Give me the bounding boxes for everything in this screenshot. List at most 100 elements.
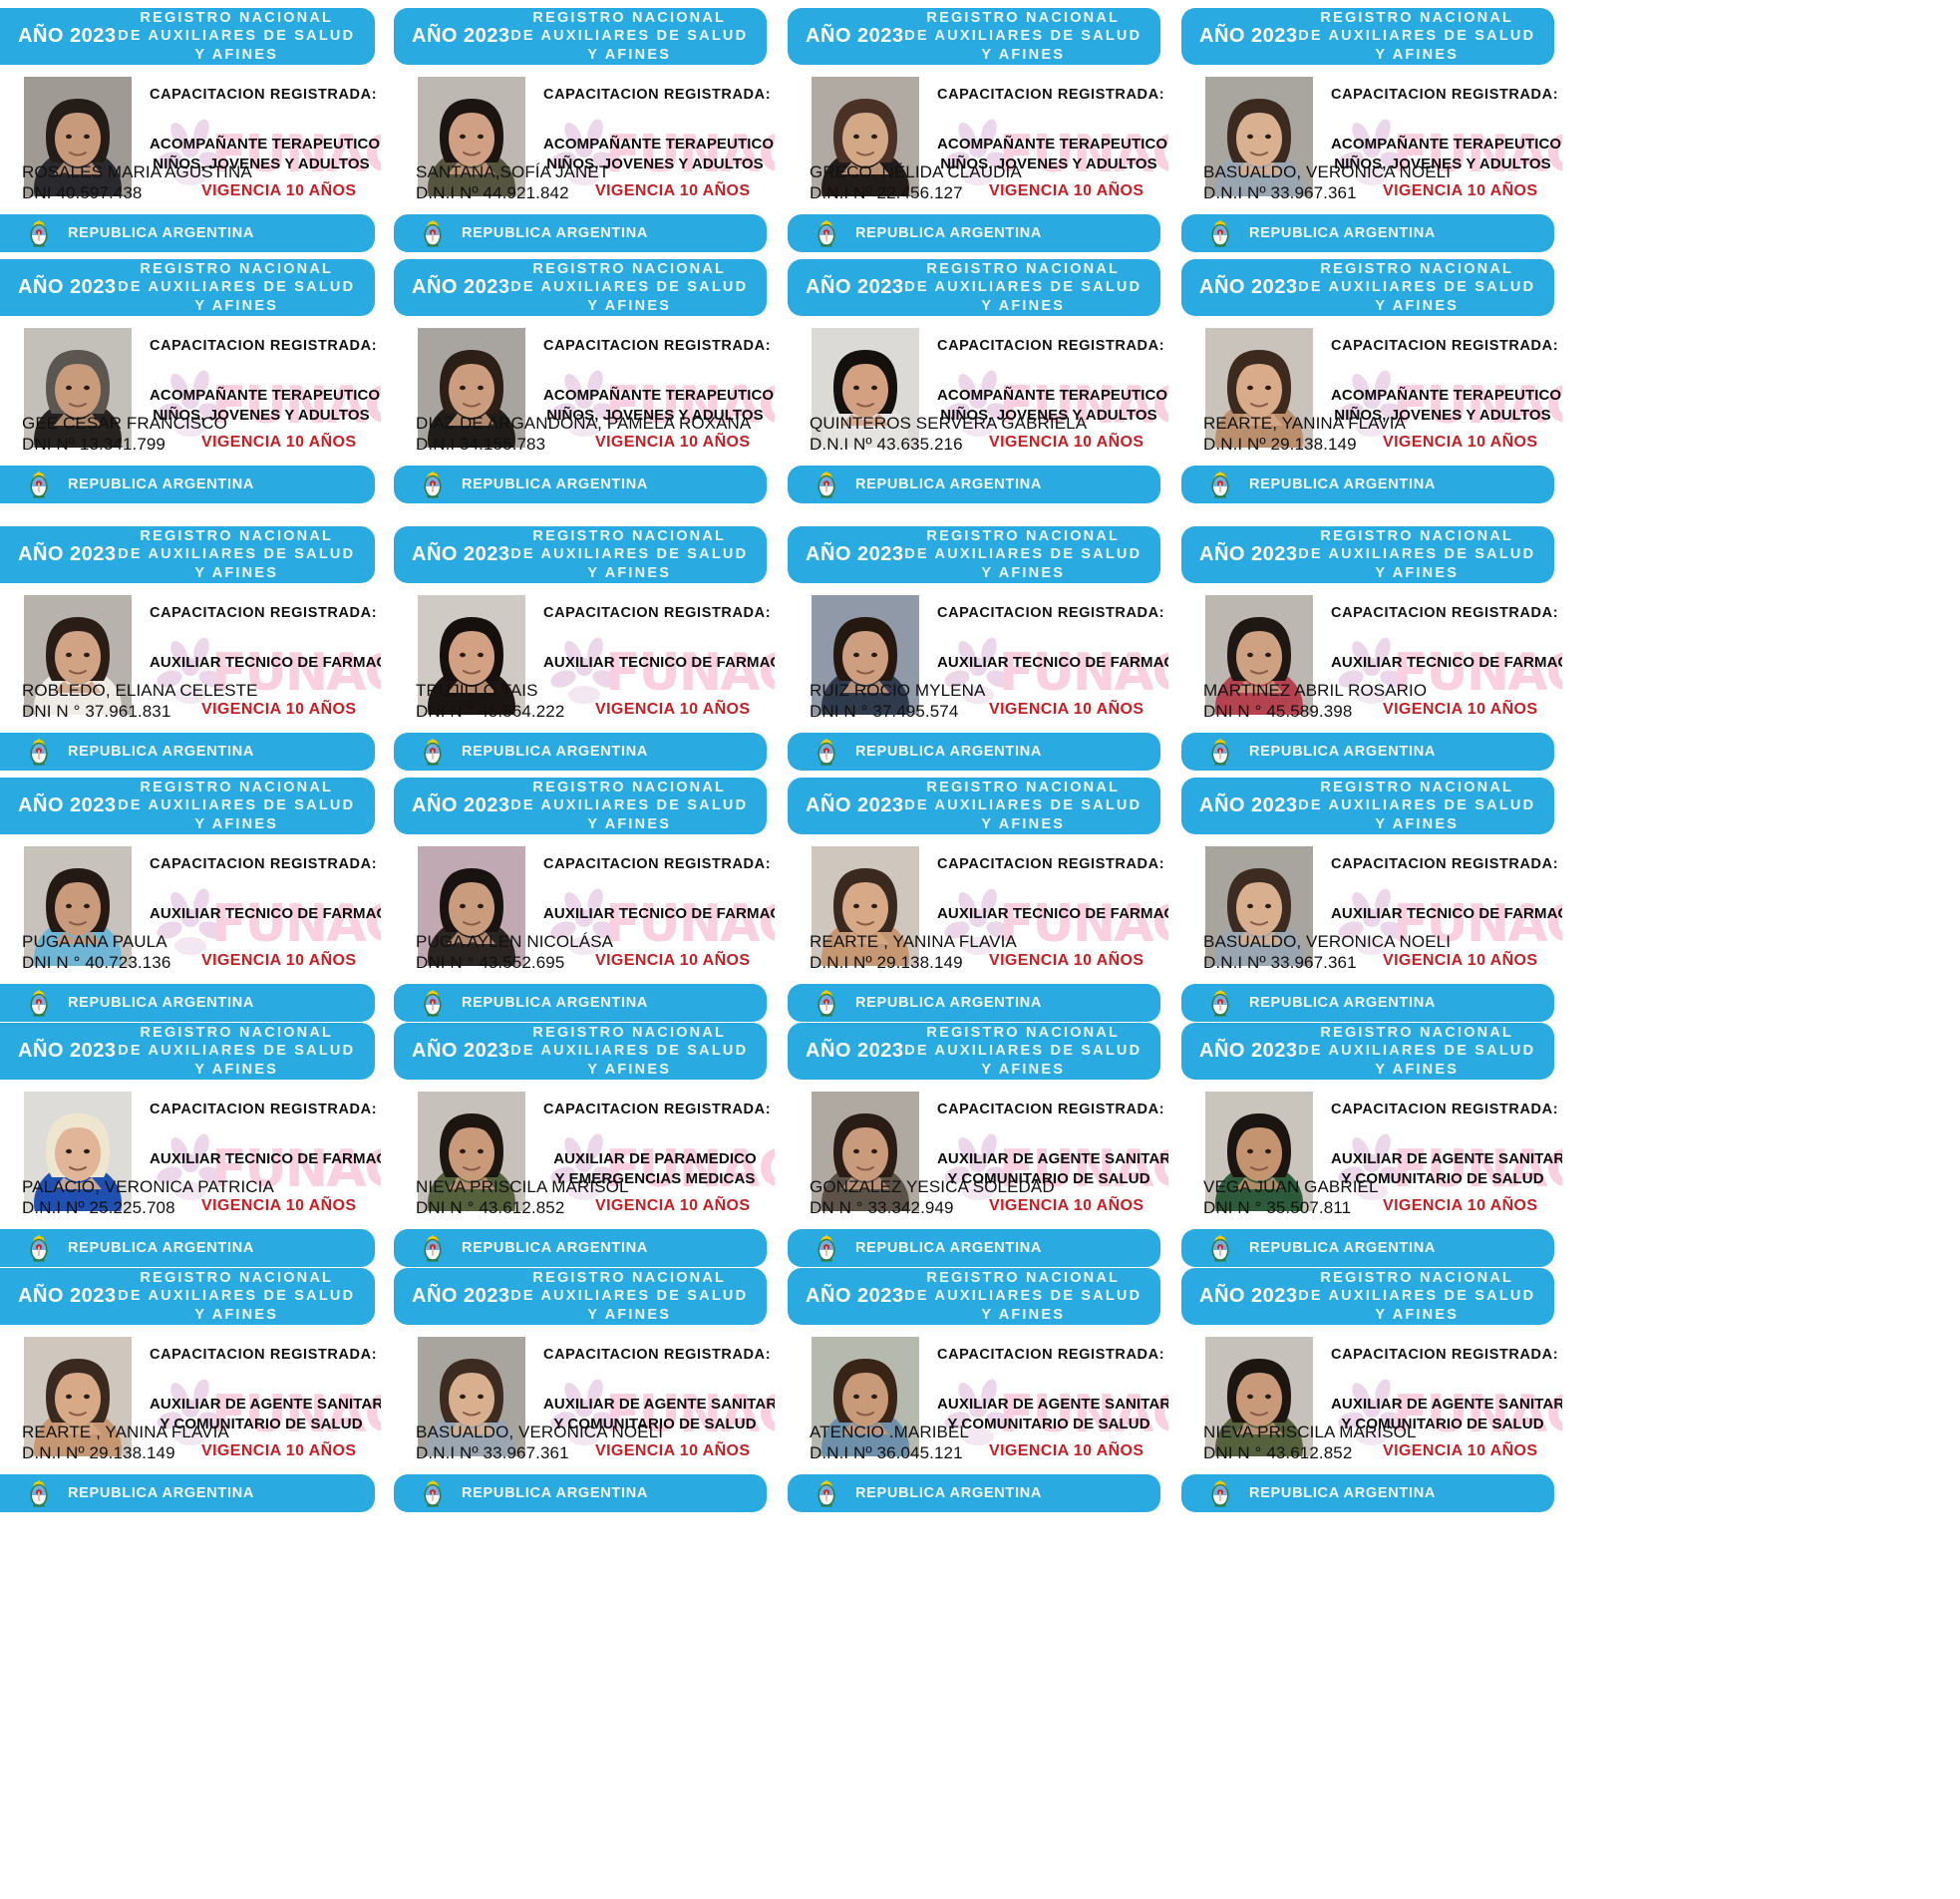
credential-card[interactable]: AÑO 2023 REGISTRO NACIONAL DE AUXILIARES D…: [1181, 1023, 1562, 1267]
validity-label: VIGENCIA 10 AÑOS: [989, 701, 1144, 718]
registry-line-2: DE AUXILIARES DE SALUD: [1298, 1288, 1536, 1305]
registry-line-1: REGISTRO NACIONAL: [532, 1269, 727, 1286]
card-header-bar: AÑO 2023 REGISTRO NACIONAL DE AUXILIARES D…: [0, 259, 375, 316]
card-header-bar: AÑO 2023 REGISTRO NACIONAL DE AUXILIARES D…: [1181, 1023, 1554, 1080]
card-header-bar: AÑO 2023 REGISTRO NACIONAL DE AUXILIARES D…: [394, 8, 767, 65]
country-label: REPUBLICA ARGENTINA: [462, 995, 649, 1011]
holder-name: SANTANA,SOFÍA JANET: [416, 161, 610, 181]
course-line: NIÑOS, JOVENES Y ADULTOS: [546, 407, 764, 425]
holder-name: BASUALDO, VERONICA NOELI: [1203, 931, 1452, 951]
registry-line-3: Y AFINES: [194, 297, 279, 314]
country-label: REPUBLICA ARGENTINA: [462, 744, 649, 760]
portrait-photo: [24, 77, 132, 196]
credential-card[interactable]: AÑO 2023 REGISTRO NACIONAL DE AUXILIARES D…: [1181, 259, 1562, 503]
registry-title: REGISTRO NACIONAL DE AUXILIARES DE SALUD Y…: [117, 527, 376, 583]
credential-card[interactable]: AÑO 2023 REGISTRO NACIONAL DE AUXILIARES D…: [0, 778, 381, 1022]
portrait-photo: [812, 595, 919, 715]
registry-line-2: DE AUXILIARES DE SALUD: [118, 546, 356, 563]
card-footer-bar: REPUBLICA ARGENTINA: [788, 1474, 1160, 1512]
card-header-bar: AÑO 2023 REGISTRO NACIONAL DE AUXILIARES D…: [1181, 259, 1554, 316]
card-footer-bar: REPUBLICA ARGENTINA: [788, 733, 1160, 771]
country-label: REPUBLICA ARGENTINA: [855, 1240, 1043, 1256]
registry-line-3: Y AFINES: [587, 1061, 672, 1078]
credential-card[interactable]: AÑO 2023 REGISTRO NACIONAL DE AUXILIARES D…: [1181, 1268, 1562, 1512]
credential-card[interactable]: AÑO 2023 REGISTRO NACIONAL DE AUXILIARES D…: [394, 259, 775, 503]
registry-line-2: DE AUXILIARES DE SALUD: [904, 28, 1143, 45]
credential-card[interactable]: AÑO 2023 REGISTRO NACIONAL DE AUXILIARES D…: [788, 778, 1168, 1022]
registry-line-3: Y AFINES: [194, 815, 279, 832]
registry-line-1: REGISTRO NACIONAL: [926, 260, 1121, 277]
course-line: NIÑOS, JOVENES Y ADULTOS: [940, 407, 1157, 425]
credential-card[interactable]: AÑO 2023 REGISTRO NACIONAL DE AUXILIARES D…: [0, 526, 381, 771]
credential-card[interactable]: AÑO 2023 REGISTRO NACIONAL DE AUXILIARES D…: [394, 8, 775, 252]
country-label: REPUBLICA ARGENTINA: [1249, 995, 1437, 1011]
country-label: REPUBLICA ARGENTINA: [68, 995, 255, 1011]
capacitacion-label: CAPACITACION REGISTRADA:: [543, 338, 772, 354]
registry-line-2: DE AUXILIARES DE SALUD: [118, 28, 356, 45]
registry-line-3: Y AFINES: [194, 46, 279, 63]
holder-name: BASUALDO, VERONICA NOELI: [1203, 161, 1452, 181]
registry-line-2: DE AUXILIARES DE SALUD: [510, 1043, 749, 1060]
argentina-emblem-icon: [24, 987, 54, 1019]
training-block: CAPACITACION REGISTRADA: AUXILIAR DE AGEN…: [937, 1102, 1168, 1190]
portrait-photo: [418, 1337, 525, 1456]
card-body: FUNACOLCAPACITACION REGISTRADA:AUXILIAR …: [0, 834, 381, 976]
capacitacion-label: CAPACITACION REGISTRADA:: [937, 87, 1165, 103]
credential-card[interactable]: AÑO 2023 REGISTRO NACIONAL DE AUXILIARES D…: [788, 1023, 1168, 1267]
country-label: REPUBLICA ARGENTINA: [1249, 225, 1437, 241]
capacitacion-label: CAPACITACION REGISTRADA:: [150, 1347, 378, 1363]
credential-card[interactable]: AÑO 2023 REGISTRO NACIONAL DE AUXILIARES D…: [0, 1023, 381, 1267]
validity-label: VIGENCIA 10 AÑOS: [989, 182, 1144, 199]
holder-identity: ROSALES MARIA AGUSTINA DNI 40.597.438: [22, 161, 252, 205]
card-body: FUNACOLCAPACITACION REGISTRADA:ACOMPAÑAN…: [1181, 316, 1562, 458]
credential-card[interactable]: AÑO 2023 REGISTRO NACIONAL DE AUXILIARES D…: [0, 259, 381, 503]
registry-line-2: DE AUXILIARES DE SALUD: [510, 797, 749, 814]
card-footer-bar: REPUBLICA ARGENTINA: [0, 984, 375, 1022]
credential-card[interactable]: AÑO 2023 REGISTRO NACIONAL DE AUXILIARES D…: [394, 1023, 775, 1267]
credential-card[interactable]: AÑO 2023 REGISTRO NACIONAL DE AUXILIARES D…: [788, 1268, 1168, 1512]
registry-title: REGISTRO NACIONAL DE AUXILIARES DE SALUD Y…: [904, 779, 1161, 834]
credential-card[interactable]: AÑO 2023 REGISTRO NACIONAL DE AUXILIARES D…: [788, 259, 1168, 503]
portrait-photo: [418, 77, 525, 196]
registry-line-1: REGISTRO NACIONAL: [926, 9, 1121, 26]
credential-card[interactable]: AÑO 2023 REGISTRO NACIONAL DE AUXILIARES D…: [788, 526, 1168, 771]
year-label: AÑO 2023: [412, 1040, 510, 1062]
holder-dni: DNI N ° 35.507.811: [1203, 1198, 1352, 1218]
credential-card[interactable]: AÑO 2023 REGISTRO NACIONAL DE AUXILIARES D…: [1181, 778, 1562, 1022]
course-title: ACOMPAÑANTE TERAPEUTICO PARA NIÑOS, JOVEN…: [1331, 386, 1562, 427]
validity-label: VIGENCIA 10 AÑOS: [595, 1197, 751, 1214]
holder-dni: DNI N ° 43.612.852: [416, 1198, 565, 1218]
course-line: AUXILIAR DE AGENTE SANITARIO: [1331, 1396, 1562, 1413]
credential-card[interactable]: AÑO 2023 REGISTRO NACIONAL DE AUXILIARES D…: [394, 778, 775, 1022]
holder-dni: D.N.I 34.155.783: [416, 435, 546, 455]
credential-card[interactable]: AÑO 2023 REGISTRO NACIONAL DE AUXILIARES D…: [394, 1268, 775, 1512]
course-line: NIÑOS, JOVENES Y ADULTOS: [940, 156, 1157, 173]
course-title: AUXILIAR DE AGENTE SANITARIO Y COMUNITARI…: [937, 1395, 1168, 1435]
credential-card[interactable]: AÑO 2023 REGISTRO NACIONAL DE AUXILIARES D…: [788, 8, 1168, 252]
holder-identity: REARTE , YANINA FLAVIA D.N.I Nº 29.138.14…: [810, 931, 1017, 975]
credential-card[interactable]: AÑO 2023 REGISTRO NACIONAL DE AUXILIARES D…: [1181, 526, 1562, 771]
argentina-emblem-icon: [24, 469, 54, 500]
credential-card[interactable]: AÑO 2023 REGISTRO NACIONAL DE AUXILIARES D…: [0, 8, 381, 252]
credential-card[interactable]: AÑO 2023 REGISTRO NACIONAL DE AUXILIARES D…: [0, 1268, 381, 1512]
year-label: AÑO 2023: [806, 794, 904, 816]
credential-card[interactable]: AÑO 2023 REGISTRO NACIONAL DE AUXILIARES D…: [1181, 8, 1562, 252]
year-label: AÑO 2023: [806, 1285, 904, 1307]
card-footer-bar: REPUBLICA ARGENTINA: [1181, 1229, 1554, 1267]
course-line: Y COMUNITARIO DE SALUD: [160, 1416, 363, 1433]
validity-label: VIGENCIA 10 AÑOS: [595, 701, 751, 718]
card-footer-bar: REPUBLICA ARGENTINA: [394, 466, 767, 503]
card-header-bar: AÑO 2023 REGISTRO NACIONAL DE AUXILIARES D…: [0, 8, 375, 65]
validity-label: VIGENCIA 10 AÑOS: [1383, 182, 1538, 199]
validity-label: VIGENCIA 10 AÑOS: [201, 182, 357, 199]
registry-line-1: REGISTRO NACIONAL: [926, 1269, 1121, 1286]
argentina-emblem-icon: [812, 469, 841, 500]
course-line: ACOMPAÑANTE TERAPEUTICO PARA: [543, 387, 775, 404]
holder-identity: PUGA AYLEN NICOLÁSA DNI N ° 43.552.695: [416, 931, 613, 975]
holder-dni: D.N.I Nº 29.138.149: [810, 953, 963, 973]
credential-card[interactable]: AÑO 2023 REGISTRO NACIONAL DE AUXILIARES D…: [394, 526, 775, 771]
country-label: REPUBLICA ARGENTINA: [1249, 476, 1437, 492]
registry-line-3: Y AFINES: [981, 564, 1066, 581]
country-label: REPUBLICA ARGENTINA: [855, 744, 1043, 760]
training-block: CAPACITACION REGISTRADA: AUXILIAR DE AGEN…: [1331, 1102, 1562, 1190]
